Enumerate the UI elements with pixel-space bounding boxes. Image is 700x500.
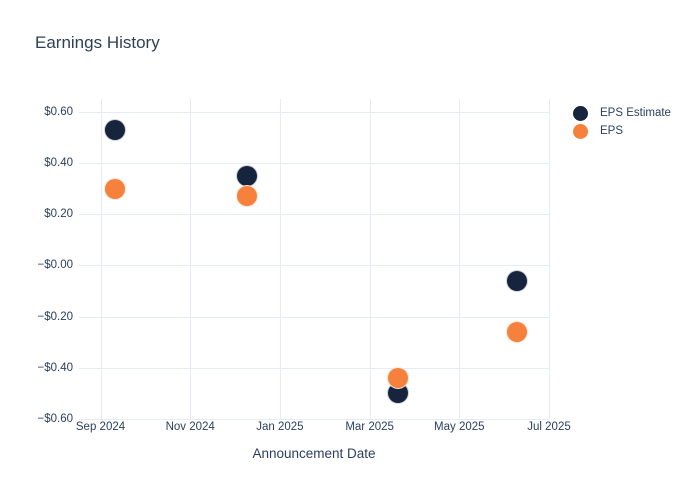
legend: EPS Estimate EPS	[573, 106, 671, 142]
data-point-eps[interactable]	[506, 320, 529, 343]
x-gridline	[459, 99, 461, 419]
y-gridline	[79, 214, 549, 216]
data-point-eps-estimate[interactable]	[506, 269, 529, 292]
plot-area[interactable]	[79, 99, 549, 419]
y-tick-label: −$0.40	[37, 361, 74, 374]
y-gridline	[79, 367, 549, 369]
x-tick-label: Sep 2024	[75, 421, 126, 433]
data-point-eps[interactable]	[386, 367, 409, 390]
y-gridline	[79, 163, 549, 164]
y-gridline	[79, 419, 549, 420]
y-gridline	[79, 316, 549, 318]
data-point-eps[interactable]	[235, 185, 258, 208]
x-gridline	[369, 99, 371, 419]
x-tick-label: Nov 2024	[165, 421, 215, 433]
y-tick-label: −$0.60	[37, 413, 74, 425]
legend-item-eps[interactable]: EPS	[573, 124, 671, 139]
legend-label-eps: EPS	[600, 125, 624, 137]
y-gridline	[79, 265, 549, 267]
x-tick-label: Jan 2025	[256, 421, 304, 433]
chart-title: Earnings History	[35, 33, 160, 52]
legend-marker-eps-estimate	[573, 106, 588, 121]
x-tick-label: May 2025	[434, 421, 485, 433]
y-tick-label: −$0.20	[37, 310, 74, 323]
legend-marker-eps	[573, 124, 588, 139]
y-tick-label: $0.60	[44, 105, 73, 118]
data-point-eps-estimate[interactable]	[104, 118, 127, 141]
x-tick-label: Mar 2025	[345, 421, 394, 433]
y-tick-label: $0.20	[44, 208, 73, 221]
legend-item-eps-estimate[interactable]: EPS Estimate	[573, 106, 671, 121]
y-tick-label: $0.40	[44, 157, 73, 169]
data-point-eps-estimate[interactable]	[235, 164, 258, 187]
legend-label-eps-estimate: EPS Estimate	[600, 107, 671, 119]
y-tick-label: −$0.00	[37, 259, 74, 272]
x-gridline	[549, 99, 550, 419]
y-gridline	[79, 111, 549, 113]
x-gridline	[279, 99, 281, 419]
x-gridline	[100, 99, 102, 419]
data-point-eps[interactable]	[104, 177, 127, 200]
x-gridline	[190, 99, 192, 419]
x-tick-label: Jul 2025	[527, 421, 571, 433]
x-axis-title: Announcement Date	[252, 446, 376, 461]
